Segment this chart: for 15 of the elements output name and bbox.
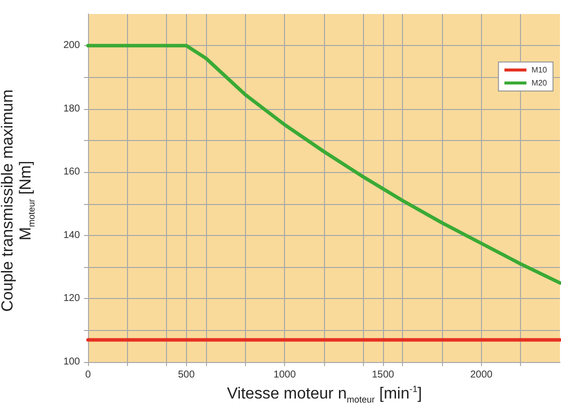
x-tick-label: 0 <box>85 370 92 380</box>
y-tick-label: 140 <box>63 230 80 241</box>
y-tick-label: 100 <box>63 356 80 368</box>
x-tick-label: 500 <box>178 370 196 380</box>
line-series <box>86 44 561 285</box>
y-tick-label: 160 <box>63 166 80 178</box>
x-tick-label: 1000 <box>274 370 296 380</box>
y-tick-label: 180 <box>63 103 80 114</box>
y-tick-label: 120 <box>63 293 80 304</box>
x-tick-label: 2000 <box>470 370 493 380</box>
x-axis-title: Vitesse moteur n$_{moteur}$ [min$^{-1}$] <box>226 384 423 405</box>
legend-label: M20 <box>531 78 548 88</box>
y-tick-label: 200 <box>63 40 80 52</box>
x-tick-label: 1500 <box>372 370 395 380</box>
legend-label: M10 <box>531 66 548 74</box>
